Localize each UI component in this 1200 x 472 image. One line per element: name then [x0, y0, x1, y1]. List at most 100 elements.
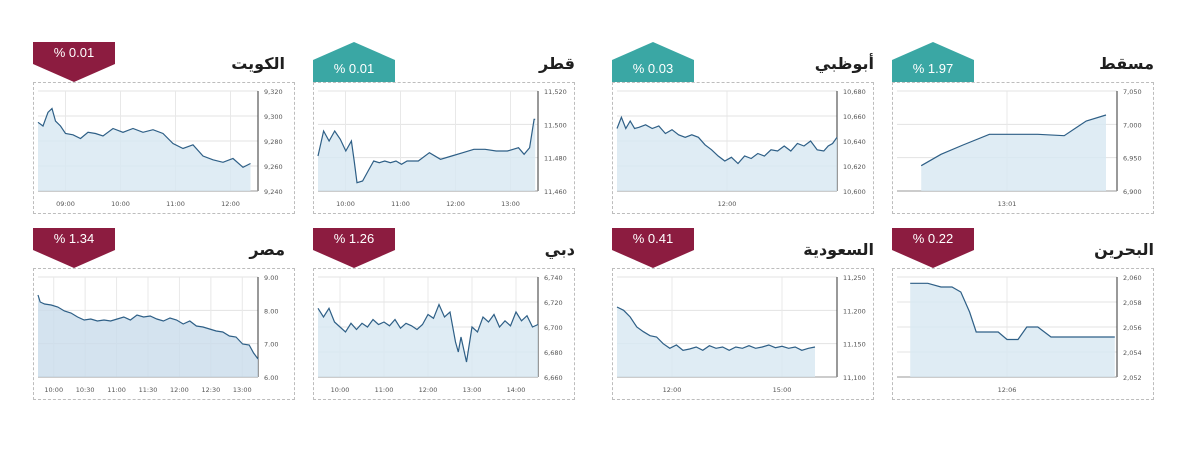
- down-arrow-badge-icon: [33, 228, 115, 268]
- up-arrow-badge-icon: [612, 42, 694, 82]
- chart-area: 2,060 2,058 2,056 2,054 2,052 12:06: [892, 268, 1154, 400]
- chart-svg: 9,320 9,300 9,280 9,260 9,240 09:00 10:00 11:00…: [37, 88, 283, 208]
- y-tick-label: 6,680: [544, 349, 563, 357]
- chart-area: 7,050 7,000 6,950 6,900 13:01: [892, 82, 1154, 214]
- up-arrow-badge-icon: [892, 42, 974, 82]
- x-tick-label: 10:00: [111, 200, 130, 208]
- x-tick-label: 13:00: [233, 386, 252, 394]
- change-badge: % 0.41: [612, 228, 694, 268]
- x-tick-label: 10:00: [331, 386, 350, 394]
- series-area: [38, 108, 251, 191]
- x-tick-label: 12:00: [663, 386, 682, 394]
- x-tick-label: 12:00: [221, 200, 240, 208]
- change-badge: % 0.01: [313, 42, 395, 82]
- chart-svg: 11,250 11,200 11,150 11,100 12:00 15:00: [616, 274, 866, 394]
- y-tick-label: 6,700: [544, 324, 563, 332]
- chart-panel-kuwait: % 0.01 الكويت 9,320 9,300 9,280 9,260 9,240 0…: [33, 42, 295, 228]
- chart-panel-saudi: % 0.41 السعودية 11,250 11,200 11,150 11,100…: [612, 228, 874, 414]
- x-tick-label: 12:30: [201, 386, 220, 394]
- change-value: % 0.01: [333, 61, 375, 76]
- down-arrow-badge-icon: [33, 42, 115, 82]
- series-line: [317, 302, 539, 363]
- y-tick-label: 2,052: [1123, 374, 1142, 382]
- chart-title: السعودية: [803, 240, 874, 259]
- y-tick-label: 10,660: [843, 113, 866, 121]
- y-tick-label: 9,260: [264, 163, 283, 171]
- chart-panel-abudhabi: % 0.03 أبوظبي 10,680 10,660 10,640 10,620 10…: [612, 42, 874, 228]
- y-tick-label: 9,240: [264, 188, 283, 196]
- x-tick-label: 10:30: [76, 386, 95, 394]
- y-tick-label: 10,600: [843, 188, 866, 196]
- series-area: [38, 295, 258, 377]
- down-arrow-badge-icon: [892, 228, 974, 268]
- y-tick-label: 11,480: [544, 155, 567, 163]
- series-area: [617, 117, 837, 191]
- x-tick-label: 15:00: [773, 386, 792, 394]
- y-tick-label: 10,620: [843, 163, 866, 171]
- chart-title: البحرين: [1094, 240, 1154, 259]
- x-tick-label: 13:01: [998, 200, 1017, 208]
- chart-area: 6,740 6,720 6,700 6,680 6,660 10:00 11:00 12:00…: [313, 268, 575, 400]
- change-value: % 1.97: [912, 61, 954, 76]
- change-value: % 0.22: [912, 231, 954, 246]
- x-tick-label: 14:00: [507, 386, 526, 394]
- y-tick-label: 6,720: [544, 299, 563, 307]
- change-badge: % 1.34: [33, 228, 115, 268]
- y-tick-label: 2,056: [1123, 324, 1142, 332]
- y-tick-label: 11,500: [544, 121, 567, 129]
- y-tick-label: 6,740: [544, 274, 563, 282]
- y-tick-label: 6,900: [1123, 188, 1142, 196]
- chart-title: مصر: [249, 240, 285, 259]
- chart-area: 11,250 11,200 11,150 11,100 12:00 15:00: [612, 268, 874, 400]
- series-area: [910, 283, 1115, 377]
- chart-area: 9,320 9,300 9,280 9,260 9,240 09:00 10:00 11:00…: [33, 82, 295, 214]
- chart-svg: 9.00 8.00 7.00 6.00 10:00 10:30 11:00 11:30 12:0…: [37, 274, 278, 394]
- x-tick-label: 11:30: [139, 386, 158, 394]
- change-value: % 0.03: [632, 61, 674, 76]
- x-tick-label: 12:00: [446, 200, 465, 208]
- x-tick-label: 11:00: [166, 200, 185, 208]
- series-area: [617, 307, 815, 377]
- y-tick-label: 11,200: [843, 307, 866, 315]
- y-tick-label: 6,660: [544, 374, 563, 382]
- up-arrow-badge-icon: [313, 42, 395, 82]
- x-tick-label: 09:00: [56, 200, 75, 208]
- change-badge: % 1.97: [892, 42, 974, 82]
- y-tick-label: 6.00: [264, 374, 278, 382]
- x-tick-label: 11:00: [375, 386, 394, 394]
- y-tick-label: 11,100: [843, 374, 866, 382]
- chart-svg: 2,060 2,058 2,056 2,054 2,052 12:06: [897, 274, 1142, 394]
- x-tick-label: 12:06: [998, 386, 1017, 394]
- series-line: [910, 282, 1115, 341]
- series-line: [37, 107, 251, 169]
- x-tick-label: 11:00: [107, 386, 126, 394]
- down-arrow-badge-icon: [612, 228, 694, 268]
- x-tick-label: 13:00: [463, 386, 482, 394]
- change-badge: % 1.26: [313, 228, 395, 268]
- y-tick-label: 11,520: [544, 88, 567, 96]
- x-tick-label: 10:00: [336, 200, 355, 208]
- x-tick-label: 12:00: [718, 200, 737, 208]
- chart-area: 10,680 10,660 10,640 10,620 10,600 12:00: [612, 82, 874, 214]
- series-line: [920, 114, 1107, 167]
- y-tick-label: 10,640: [843, 138, 866, 146]
- series-area: [921, 115, 1106, 191]
- chart-svg: 11,520 11,500 11,480 11,460 10:00 11:00 12:00 1…: [317, 88, 567, 208]
- down-arrow-badge-icon: [313, 228, 395, 268]
- y-tick-label: 6,950: [1123, 155, 1142, 163]
- series-line: [616, 306, 816, 351]
- change-badge: % 0.01: [33, 42, 115, 82]
- x-tick-label: 12:00: [170, 386, 189, 394]
- y-tick-label: 7,050: [1123, 88, 1142, 96]
- y-tick-label: 9,300: [264, 113, 283, 121]
- chart-svg: 6,740 6,720 6,700 6,680 6,660 10:00 11:00 12:00…: [317, 274, 563, 394]
- x-tick-label: 10:00: [44, 386, 63, 394]
- chart-svg: 7,050 7,000 6,950 6,900 13:01: [897, 88, 1142, 208]
- chart-title: أبوظبي: [814, 54, 874, 73]
- chart-svg: 10,680 10,660 10,640 10,620 10,600 12:00: [616, 88, 866, 208]
- chart-area: 11,520 11,500 11,480 11,460 10:00 11:00 12:00 1…: [313, 82, 575, 214]
- y-tick-label: 11,150: [843, 341, 866, 349]
- change-value: % 0.01: [53, 45, 95, 60]
- y-tick-label: 9.00: [264, 274, 278, 282]
- change-badge: % 0.22: [892, 228, 974, 268]
